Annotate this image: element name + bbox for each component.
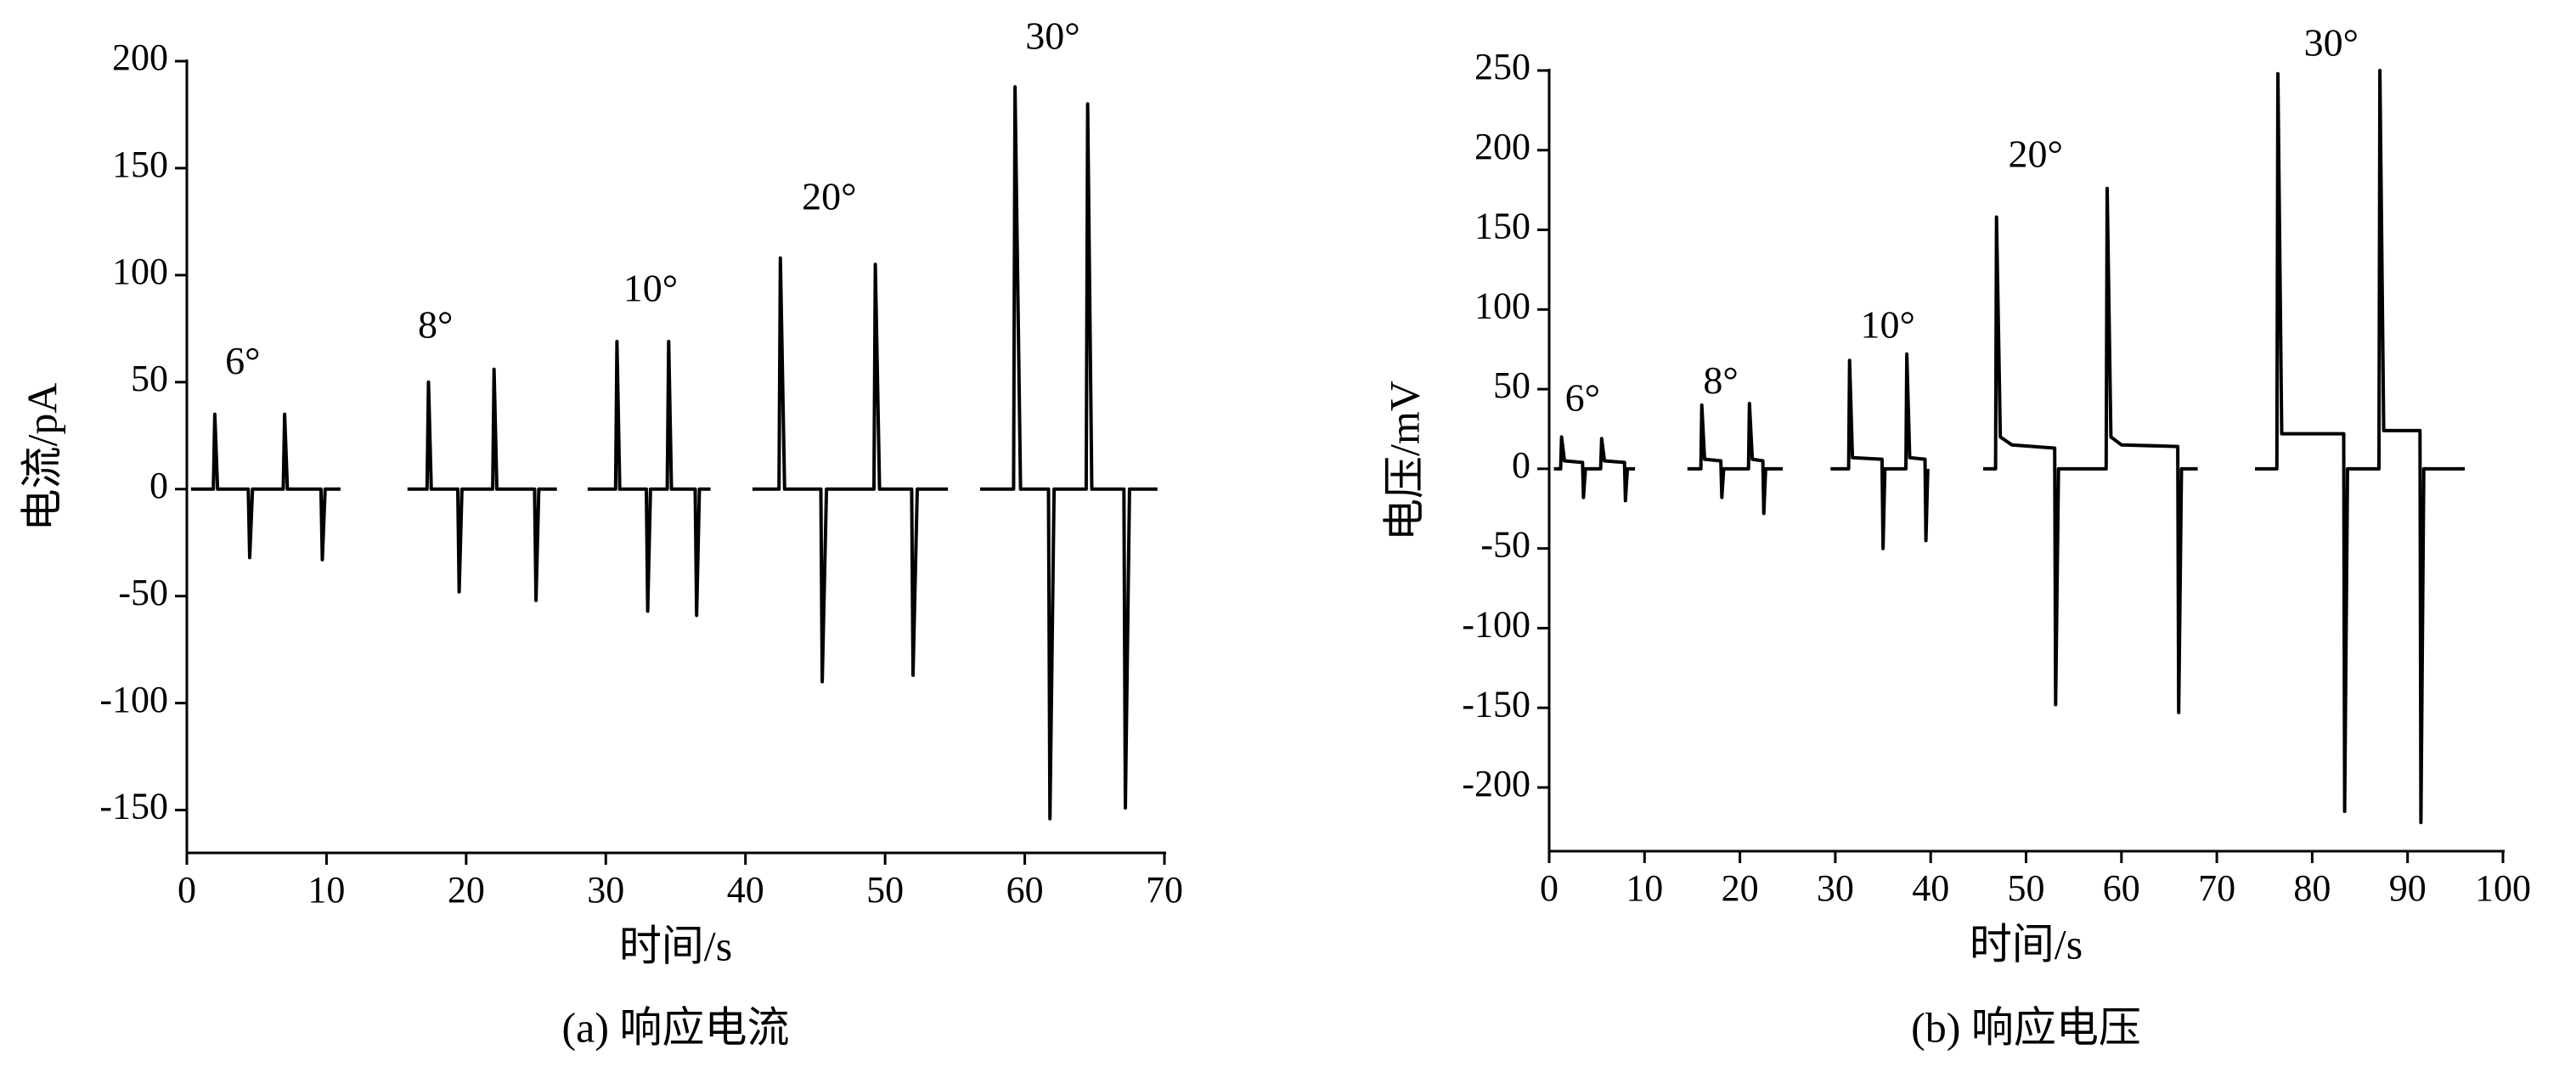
y-tick-label: 0 — [1512, 444, 1530, 486]
y-tick-label: -100 — [1462, 604, 1530, 646]
x-tick-label: 0 — [178, 869, 196, 911]
x-tick-label: 40 — [727, 869, 764, 911]
x-tick-label: 80 — [2293, 867, 2331, 909]
annotation: 30° — [2304, 20, 2359, 64]
x-tick-label: 10 — [307, 869, 345, 911]
y-tick-label: -150 — [1462, 683, 1530, 725]
caption: (b) 响应电压 — [1911, 1003, 2141, 1051]
annotation: 6° — [1565, 376, 1600, 420]
y-axis-label: 电压/mV — [1380, 381, 1428, 541]
x-tick-label: 20 — [1722, 867, 1759, 909]
x-tick-label: 70 — [2198, 867, 2235, 909]
caption: (a) 响应电流 — [562, 1003, 790, 1051]
y-tick-label: -50 — [118, 572, 168, 613]
annotation: 10° — [1860, 302, 1914, 346]
annotation: 8° — [1703, 358, 1738, 402]
y-tick-label: -200 — [1462, 763, 1530, 804]
x-tick-label: 50 — [866, 869, 904, 911]
annotation: 20° — [802, 174, 856, 217]
y-tick-label: 100 — [1474, 285, 1530, 326]
y-tick-label: 150 — [112, 144, 168, 185]
annotation: 30° — [1025, 14, 1079, 57]
y-tick-label: -100 — [99, 679, 168, 720]
y-tick-label: 150 — [1474, 206, 1530, 247]
y-tick-label: 100 — [112, 251, 168, 292]
annotation: 6° — [225, 339, 260, 382]
data-line — [1553, 69, 2466, 825]
y-tick-label: -150 — [99, 786, 168, 827]
x-axis-label: 时间/s — [619, 922, 732, 969]
x-tick-label: 10 — [1626, 867, 1663, 909]
x-tick-label: 40 — [1912, 867, 1949, 909]
y-tick-label: 200 — [112, 37, 168, 78]
x-tick-label: 0 — [1540, 867, 1559, 909]
x-tick-label: 100 — [2475, 867, 2531, 909]
x-tick-label: 70 — [1146, 869, 1183, 911]
x-tick-label: 30 — [1817, 867, 1854, 909]
annotation: 20° — [2009, 133, 2063, 176]
data-line — [190, 85, 1158, 821]
y-tick-label: 50 — [1493, 364, 1530, 406]
x-tick-label: 50 — [2008, 867, 2045, 909]
x-tick-label: 90 — [2389, 867, 2427, 909]
y-tick-label: 200 — [1474, 126, 1530, 167]
x-tick-label: 60 — [1006, 869, 1044, 911]
x-tick-label: 60 — [2103, 867, 2140, 909]
annotation: 8° — [418, 302, 453, 346]
x-axis-label: 时间/s — [1970, 920, 2083, 968]
x-tick-label: 30 — [587, 869, 624, 911]
x-tick-label: 20 — [448, 869, 485, 911]
y-tick-label: 50 — [131, 358, 168, 399]
y-tick-label: -50 — [1480, 524, 1530, 566]
y-axis-label: 电流/pA — [18, 383, 65, 532]
y-tick-label: 0 — [149, 465, 168, 506]
y-tick-label: 250 — [1474, 46, 1530, 87]
annotation: 10° — [623, 267, 678, 310]
